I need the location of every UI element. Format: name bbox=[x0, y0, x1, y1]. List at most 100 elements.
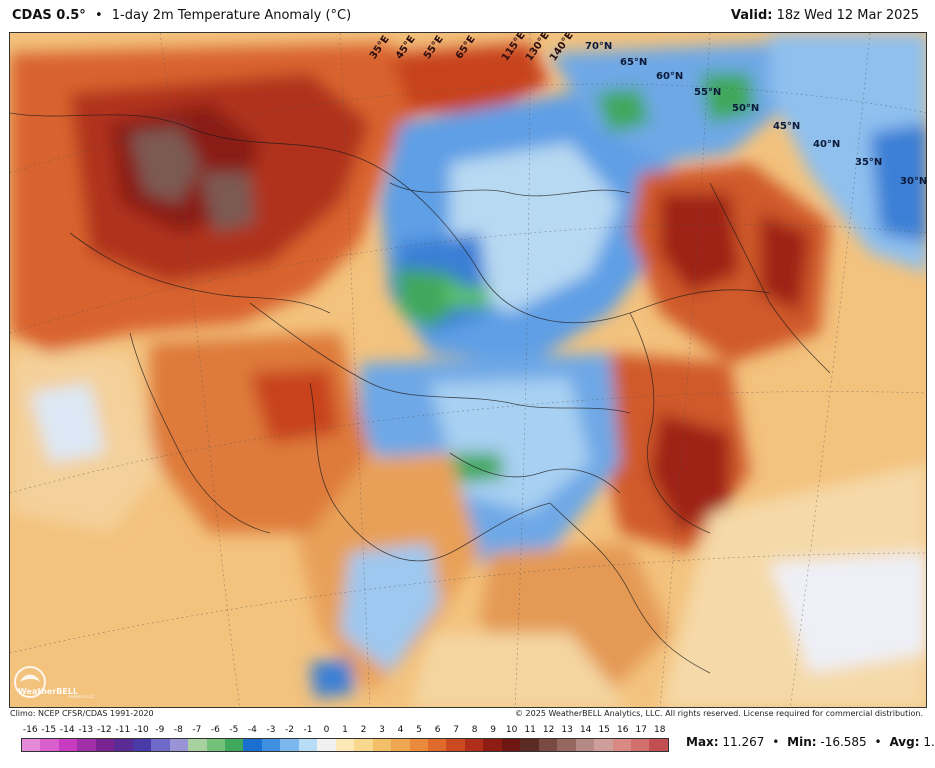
colorbar-swatch bbox=[206, 739, 225, 751]
colorbar-tick-label: 7 bbox=[453, 725, 459, 735]
colorbar-tick-label: -1 bbox=[303, 725, 313, 735]
product-name: 1-day 2m Temperature Anomaly (°C) bbox=[111, 8, 352, 23]
colorbar-swatch bbox=[317, 739, 336, 751]
lat-label-60n: 60°N bbox=[656, 71, 684, 82]
weatherbell-logo-mark: WeatherBELL Analytics LLC bbox=[14, 666, 95, 699]
colorbar-tick-label: 6 bbox=[434, 725, 441, 735]
min-value: -16.585 bbox=[820, 735, 867, 749]
colorbar-tick-label: -16 bbox=[22, 725, 38, 735]
colorbar-tick-label: -5 bbox=[229, 725, 239, 735]
valid-label: Valid: bbox=[730, 8, 773, 23]
colorbar-tick-label: 8 bbox=[471, 725, 478, 735]
colorbar-swatch bbox=[557, 739, 576, 751]
colorbar-ticks: -16 -15 -14 -13 -12 -11 -10 -9 -8 -7 -6 -5 -4 -3 -2 -1 0… bbox=[21, 725, 669, 737]
colorbar-tick-label: -11 bbox=[115, 725, 131, 735]
climo-note: Climo: NCEP CFSR/CDAS 1991-2020 bbox=[10, 709, 154, 718]
colorbar-tick-label: -7 bbox=[192, 725, 202, 735]
map-title: CDAS 0.5° • 1-day 2m Temperature Anomaly… bbox=[12, 8, 351, 23]
colorbar-tick-label: 9 bbox=[490, 725, 496, 735]
lat-label-50n: 50°N bbox=[732, 103, 760, 114]
colorbar-swatch bbox=[483, 739, 502, 751]
colorbar-swatch bbox=[335, 739, 355, 751]
colorbar-tick-label: -3 bbox=[266, 725, 276, 735]
logo-text: WeatherBELL bbox=[18, 687, 78, 696]
country-borders bbox=[10, 112, 831, 674]
valid-time: Valid: 18z Wed 12 Mar 2025 bbox=[731, 8, 919, 23]
colorbar-tick-label: 16 bbox=[616, 725, 629, 735]
logo-subtext: Analytics LLC bbox=[68, 694, 95, 699]
min-label: Min: bbox=[787, 735, 817, 749]
colorbar-tick-label: -2 bbox=[284, 725, 294, 735]
colorbar-swatch bbox=[151, 739, 170, 751]
colorbar-swatch bbox=[95, 739, 115, 751]
colorbar-swatch bbox=[224, 739, 244, 751]
colorbar-swatch bbox=[630, 739, 650, 751]
avg-value: 1.370 bbox=[923, 735, 935, 749]
lat-label-55n: 55°N bbox=[694, 87, 722, 98]
colorbar-tick-label: 4 bbox=[397, 725, 404, 735]
colorbar-tick-label: -13 bbox=[78, 725, 94, 735]
model-name: CDAS 0.5° bbox=[12, 8, 86, 23]
colorbar-swatch bbox=[538, 739, 558, 751]
colorbar bbox=[21, 738, 669, 752]
colorbar-tick-label: -4 bbox=[247, 725, 257, 735]
colorbar-swatch bbox=[298, 739, 318, 751]
max-label: Max: bbox=[686, 735, 719, 749]
colorbar-swatch bbox=[427, 739, 447, 751]
colorbar-swatch bbox=[58, 739, 78, 751]
colorbar-tick-label: 0 bbox=[323, 725, 330, 735]
colorbar-swatch bbox=[446, 739, 465, 751]
lat-label-45n: 45°N bbox=[773, 121, 801, 132]
colorbar-swatch bbox=[612, 739, 631, 751]
colorbar-swatch bbox=[132, 739, 152, 751]
colorbar-tick-label: 5 bbox=[416, 725, 422, 735]
colorbar-tick-label: -8 bbox=[173, 725, 183, 735]
weatherbell-logo: WeatherBELL Analytics LLC bbox=[12, 664, 98, 704]
lat-label-70n: 70°N bbox=[585, 41, 613, 52]
lat-label-35n: 35°N bbox=[855, 157, 883, 168]
colorbar-tick-label: -6 bbox=[210, 725, 220, 735]
colorbar-tick-label: -9 bbox=[155, 725, 165, 735]
colorbar-swatch bbox=[520, 739, 539, 751]
colorbar-tick-label: 3 bbox=[379, 725, 385, 735]
colorbar-tick-label: -12 bbox=[96, 725, 112, 735]
avg-label: Avg: bbox=[889, 735, 920, 749]
colorbar-swatch bbox=[354, 739, 373, 751]
colorbar-tick-label: 17 bbox=[635, 725, 647, 735]
colorbar-tick-label: 12 bbox=[542, 725, 555, 735]
colorbar-swatch bbox=[280, 739, 299, 751]
map-header: CDAS 0.5° • 1-day 2m Temperature Anomaly… bbox=[0, 0, 935, 32]
anomaly-map-canvas bbox=[10, 33, 926, 707]
colorbar-swatch bbox=[188, 739, 207, 751]
colorbar-tick-label: 14 bbox=[579, 725, 592, 735]
colorbar-tick-label: -10 bbox=[133, 725, 149, 735]
colorbar-tick-label: 11 bbox=[524, 725, 536, 735]
colorbar-tick-label: 1 bbox=[342, 725, 348, 735]
colorbar-tick-label: 15 bbox=[598, 725, 610, 735]
colorbar-swatch bbox=[169, 739, 189, 751]
lat-label-65n: 65°N bbox=[620, 57, 648, 68]
title-separator: • bbox=[94, 8, 103, 23]
anomaly-regions bbox=[10, 33, 926, 707]
colorbar-swatch bbox=[261, 739, 281, 751]
max-value: 11.267 bbox=[722, 735, 765, 749]
colorbar-swatch bbox=[372, 739, 392, 751]
colorbar-swatch bbox=[77, 739, 96, 751]
colorbar-swatch bbox=[391, 739, 410, 751]
colorbar-swatch bbox=[501, 739, 521, 751]
stats-separator-1: • bbox=[772, 735, 780, 749]
lat-label-30n: 30°N bbox=[900, 176, 927, 187]
valid-time-value: 18z Wed 12 Mar 2025 bbox=[776, 8, 919, 23]
colorbar-swatch bbox=[409, 739, 428, 751]
colorbar-swatch bbox=[243, 739, 262, 751]
copyright-note: © 2025 WeatherBELL Analytics, LLC. All r… bbox=[515, 709, 923, 718]
colorbar-swatch bbox=[114, 739, 133, 751]
colorbar-tick-label: 10 bbox=[505, 725, 518, 735]
colorbar-tick-label: 18 bbox=[654, 725, 666, 735]
colorbar-tick-label: -14 bbox=[59, 725, 75, 735]
colorbar-tick-label: 2 bbox=[360, 725, 367, 735]
colorbar-swatch bbox=[649, 739, 668, 751]
anomaly-map: 70°N 65°N 60°N 55°N 50°N 45°N 40°N 35°N … bbox=[9, 32, 927, 708]
colorbar-swatch bbox=[464, 739, 484, 751]
lat-label-40n: 40°N bbox=[813, 139, 841, 150]
